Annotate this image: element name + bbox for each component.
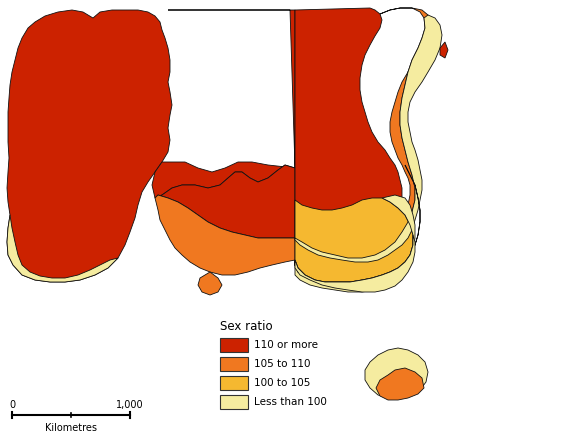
Bar [220,395,248,409]
Polygon shape [155,195,295,275]
Polygon shape [295,8,432,258]
Polygon shape [7,215,118,282]
Bar [220,376,248,390]
Polygon shape [198,272,222,295]
Bar [220,357,248,371]
Text: 110 or more: 110 or more [254,340,318,350]
Text: Sex ratio: Sex ratio [220,320,272,333]
Polygon shape [7,10,172,282]
Text: Kilometres: Kilometres [45,423,97,433]
Bar [220,338,248,352]
Polygon shape [295,165,420,292]
Polygon shape [376,368,424,400]
Text: 105 to 110: 105 to 110 [254,359,311,369]
Polygon shape [295,8,402,242]
Polygon shape [365,348,428,398]
Text: 100 to 105: 100 to 105 [254,378,311,388]
Polygon shape [155,165,295,238]
Text: 1,000: 1,000 [116,400,144,410]
Text: 0: 0 [9,400,15,410]
Text: Less than 100: Less than 100 [254,397,327,407]
Polygon shape [152,10,295,198]
Polygon shape [295,15,442,262]
Polygon shape [295,235,415,292]
Polygon shape [440,42,448,58]
Polygon shape [295,198,413,282]
